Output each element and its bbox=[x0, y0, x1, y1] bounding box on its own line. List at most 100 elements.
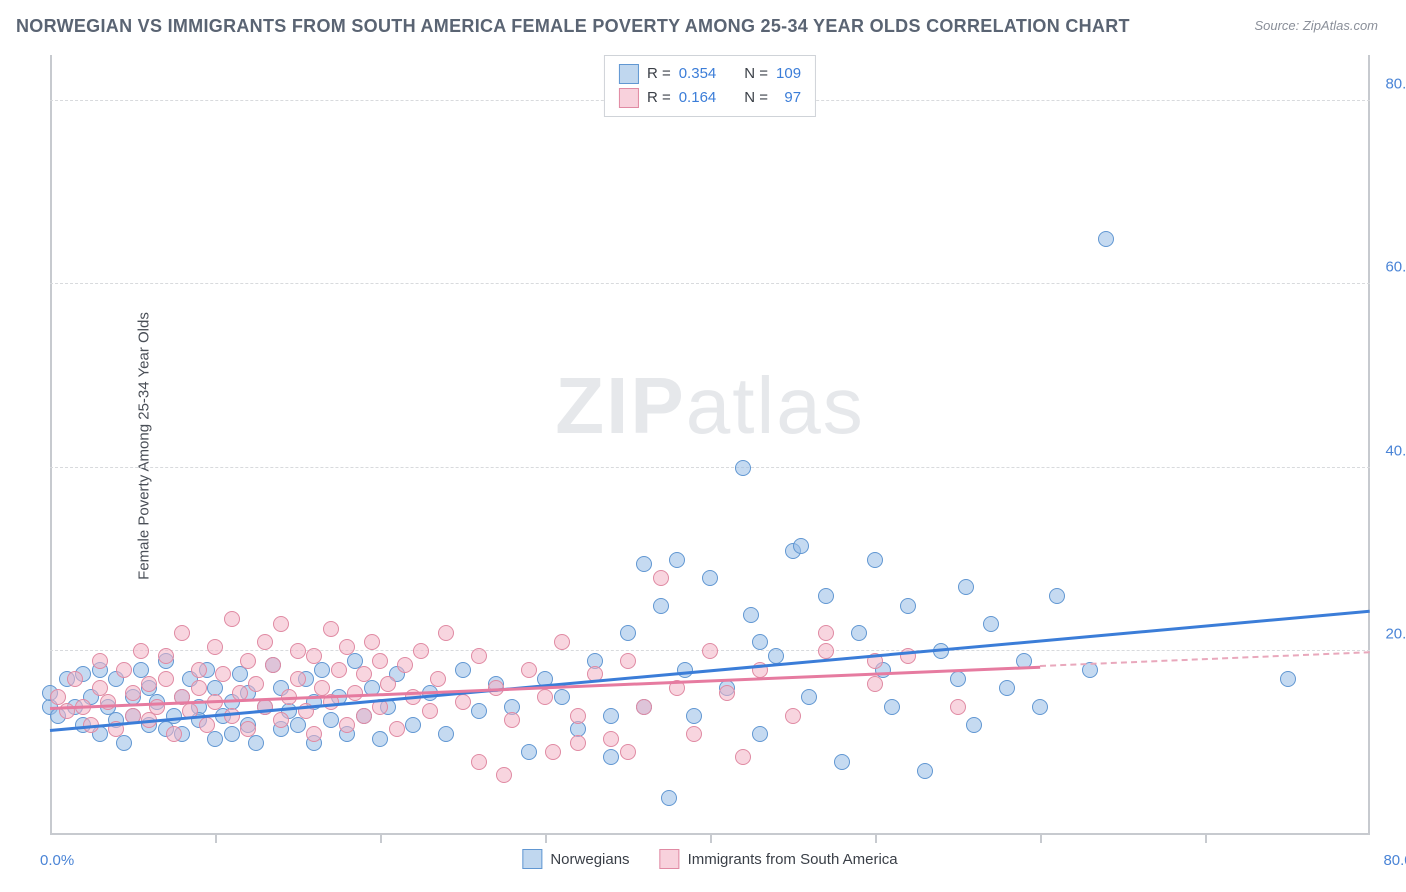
data-point bbox=[603, 731, 619, 747]
x-tick bbox=[380, 835, 382, 843]
data-point bbox=[232, 666, 248, 682]
data-point bbox=[240, 653, 256, 669]
data-point bbox=[191, 662, 207, 678]
legend-n-label: N = bbox=[744, 62, 768, 86]
data-point bbox=[554, 634, 570, 650]
data-point bbox=[735, 460, 751, 476]
data-point bbox=[207, 639, 223, 655]
data-point bbox=[752, 726, 768, 742]
data-point bbox=[116, 735, 132, 751]
data-point bbox=[133, 643, 149, 659]
data-point bbox=[372, 653, 388, 669]
gridline bbox=[50, 283, 1370, 284]
legend-n-value: 109 bbox=[776, 62, 801, 86]
data-point bbox=[413, 643, 429, 659]
data-point bbox=[149, 699, 165, 715]
data-point bbox=[884, 699, 900, 715]
data-point bbox=[273, 616, 289, 632]
source-attribution: Source: ZipAtlas.com bbox=[1254, 18, 1378, 33]
data-point bbox=[100, 694, 116, 710]
data-point bbox=[669, 552, 685, 568]
data-point bbox=[603, 708, 619, 724]
data-point bbox=[248, 676, 264, 692]
data-point bbox=[1280, 671, 1296, 687]
trend-line bbox=[50, 610, 1370, 732]
data-point bbox=[422, 703, 438, 719]
data-point bbox=[636, 699, 652, 715]
x-tick bbox=[1040, 835, 1042, 843]
legend-row: R =0.164N = 97 bbox=[619, 86, 801, 110]
data-point bbox=[999, 680, 1015, 696]
data-point bbox=[620, 744, 636, 760]
legend-n-label: N = bbox=[744, 86, 768, 110]
data-point bbox=[620, 653, 636, 669]
data-point bbox=[537, 689, 553, 705]
data-point bbox=[686, 708, 702, 724]
data-point bbox=[620, 625, 636, 641]
x-axis-min-label: 0.0% bbox=[40, 852, 74, 869]
x-tick bbox=[875, 835, 877, 843]
data-point bbox=[323, 621, 339, 637]
data-point bbox=[702, 570, 718, 586]
legend-r-value: 0.354 bbox=[679, 62, 717, 86]
data-point bbox=[405, 717, 421, 733]
legend-swatch bbox=[619, 64, 639, 84]
data-point bbox=[141, 676, 157, 692]
data-point bbox=[867, 676, 883, 692]
data-point bbox=[290, 671, 306, 687]
data-point bbox=[215, 666, 231, 682]
data-point bbox=[199, 717, 215, 733]
data-point bbox=[966, 717, 982, 733]
data-point bbox=[818, 588, 834, 604]
data-point bbox=[521, 662, 537, 678]
data-point bbox=[174, 625, 190, 641]
data-point bbox=[653, 598, 669, 614]
data-point bbox=[768, 648, 784, 664]
data-point bbox=[455, 662, 471, 678]
data-point bbox=[554, 689, 570, 705]
data-point bbox=[158, 648, 174, 664]
data-point bbox=[224, 611, 240, 627]
data-point bbox=[240, 721, 256, 737]
data-point bbox=[339, 639, 355, 655]
data-point bbox=[636, 556, 652, 572]
data-point bbox=[380, 676, 396, 692]
data-point bbox=[224, 708, 240, 724]
data-point bbox=[653, 570, 669, 586]
legend-series: NorwegiansImmigrants from South America bbox=[522, 849, 897, 869]
data-point bbox=[166, 726, 182, 742]
data-point bbox=[570, 708, 586, 724]
data-point bbox=[455, 694, 471, 710]
data-point bbox=[752, 634, 768, 650]
y-tick-label: 40.0% bbox=[1385, 442, 1406, 459]
legend-swatch bbox=[619, 88, 639, 108]
data-point bbox=[801, 689, 817, 705]
legend-item: Norwegians bbox=[522, 849, 629, 869]
data-point bbox=[719, 685, 735, 701]
plot-region: 20.0%40.0%60.0%80.0% bbox=[50, 55, 1370, 835]
data-point bbox=[834, 754, 850, 770]
data-point bbox=[661, 790, 677, 806]
data-point bbox=[504, 712, 520, 728]
data-point bbox=[1032, 699, 1048, 715]
data-point bbox=[257, 634, 273, 650]
data-point bbox=[166, 708, 182, 724]
data-point bbox=[314, 662, 330, 678]
data-point bbox=[389, 721, 405, 737]
x-tick bbox=[545, 835, 547, 843]
data-point bbox=[438, 625, 454, 641]
data-point bbox=[818, 643, 834, 659]
data-point bbox=[545, 744, 561, 760]
data-point bbox=[273, 712, 289, 728]
data-point bbox=[950, 671, 966, 687]
data-point bbox=[735, 749, 751, 765]
data-point bbox=[867, 552, 883, 568]
legend-swatch bbox=[660, 849, 680, 869]
legend-r-label: R = bbox=[647, 62, 671, 86]
legend-n-value: 97 bbox=[776, 86, 801, 110]
y-tick-label: 80.0% bbox=[1385, 75, 1406, 92]
data-point bbox=[331, 662, 347, 678]
x-tick bbox=[710, 835, 712, 843]
x-axis-max-label: 80.0% bbox=[1383, 852, 1406, 869]
data-point bbox=[702, 643, 718, 659]
